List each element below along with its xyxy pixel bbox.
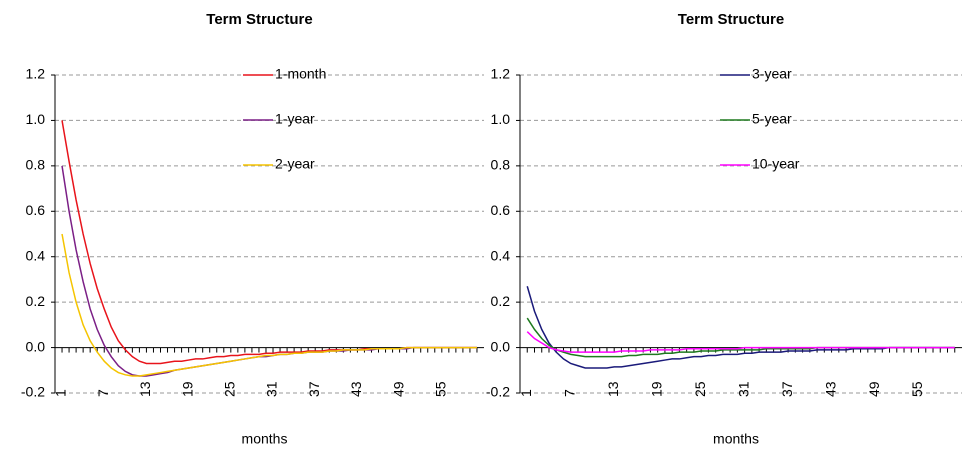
x-tick-label: 13 (137, 381, 153, 397)
y-tick-label: 0.2 (491, 293, 511, 309)
y-tick-label: 1.2 (26, 66, 46, 82)
chart: Term Structure -0.2 0.0 0.2 0.4 0.6 0.8 1.0 1.2 1… (21, 11, 484, 447)
x-tick-label: 49 (390, 381, 406, 397)
y-tick-label: 0.8 (26, 157, 46, 173)
x-tick-label: 37 (779, 381, 795, 397)
y-tick-label: 0.6 (491, 202, 511, 218)
chart: Term Structure -0.2 0.0 0.2 0.4 0.6 0.8 1.0 1.2 1… (486, 11, 962, 447)
y-tick-label: -0.2 (486, 384, 510, 400)
y-tick-label: 1.0 (26, 111, 46, 127)
x-tick-label: 31 (735, 381, 751, 397)
series-line (61, 233, 477, 377)
y-tick-label: 0.0 (26, 338, 46, 354)
series-line (526, 286, 955, 369)
y-tick-label: 1.0 (491, 111, 511, 127)
y-tick-label: 0.2 (26, 293, 46, 309)
x-tick-label: 7 (95, 389, 111, 397)
series-line (61, 120, 477, 365)
legend-label: 1-year (275, 111, 315, 127)
legend-label: 5-year (752, 111, 792, 127)
y-tick-label: 0.4 (26, 247, 46, 263)
x-tick-label: 37 (306, 381, 322, 397)
x-tick-label: 1 (53, 389, 69, 397)
x-tick-label: 1 (518, 389, 534, 397)
y-tick-label: 1.2 (491, 66, 511, 82)
x-axis-title: months (242, 431, 288, 447)
x-tick-label: 43 (822, 381, 838, 397)
chart-title: Term Structure (206, 11, 312, 28)
series-line (61, 165, 477, 377)
x-tick-label: 49 (866, 381, 882, 397)
x-tick-label: 25 (222, 381, 238, 397)
y-tick-label: 0.0 (491, 338, 511, 354)
x-tick-label: 13 (605, 381, 621, 397)
legend-label: 3-year (752, 66, 792, 82)
y-tick-label: -0.2 (21, 384, 45, 400)
legend-label: 10-year (752, 156, 800, 172)
legend-label: 2-year (275, 156, 315, 172)
series-line (526, 331, 955, 353)
x-tick-label: 25 (692, 381, 708, 397)
x-tick-label: 7 (561, 389, 577, 397)
x-tick-label: 31 (264, 381, 280, 397)
series-line (526, 317, 955, 358)
x-tick-label: 55 (909, 381, 925, 397)
x-tick-label: 19 (179, 381, 195, 397)
y-tick-label: 0.6 (26, 202, 46, 218)
y-tick-label: 0.4 (491, 247, 511, 263)
chart-title: Term Structure (678, 11, 784, 28)
x-tick-label: 55 (433, 381, 449, 397)
y-tick-label: 0.8 (491, 157, 511, 173)
x-tick-label: 43 (348, 381, 364, 397)
x-axis-title: months (713, 431, 759, 447)
legend-label: 1-month (275, 66, 326, 82)
x-tick-label: 19 (648, 381, 664, 397)
